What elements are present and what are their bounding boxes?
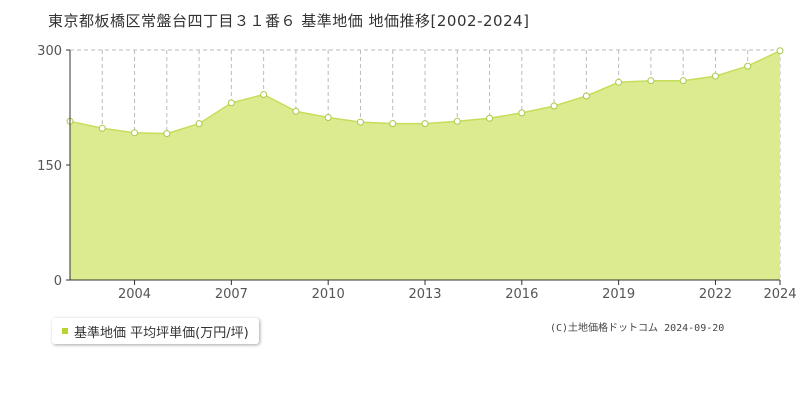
- y-tick-label: 0: [54, 274, 62, 289]
- x-tick-label: 2004: [118, 287, 151, 302]
- data-point: [389, 120, 397, 128]
- x-tick-label: 2016: [505, 287, 538, 302]
- data-point: [550, 102, 558, 110]
- legend-label: 基準地価 平均坪単価(万円/坪): [74, 325, 249, 341]
- legend: 基準地価 平均坪単価(万円/坪): [52, 318, 259, 344]
- x-tick-label: 2007: [215, 287, 248, 302]
- data-point: [582, 92, 590, 100]
- data-point: [486, 114, 494, 122]
- copyright: (C)土地価格ドットコム 2024-09-20: [550, 323, 725, 334]
- data-point: [292, 107, 300, 115]
- data-point: [356, 118, 364, 126]
- x-tick-label: 2013: [408, 287, 441, 302]
- data-point: [453, 117, 461, 125]
- x-tick-label: 2022: [699, 287, 732, 302]
- chart-title: 東京都板橋区常盤台四丁目３１番６ 基準地価 地価推移[2002-2024]: [48, 12, 530, 30]
- x-tick-label: 2010: [312, 287, 345, 302]
- data-point: [744, 62, 752, 70]
- data-point: [647, 77, 655, 85]
- data-point: [260, 90, 268, 98]
- x-tick-label: 2024: [763, 287, 796, 302]
- data-point: [131, 129, 139, 137]
- data-point: [227, 99, 235, 107]
- x-tick-label: 2019: [602, 287, 635, 302]
- data-point: [679, 77, 687, 85]
- data-point: [195, 120, 203, 128]
- axes: 0 150 300 2004 2007 2010 2013 2016 2019 2022 2024: [37, 44, 796, 302]
- data-point: [615, 78, 623, 86]
- data-point: [98, 124, 106, 132]
- series-area: [70, 50, 780, 280]
- data-point: [163, 130, 171, 138]
- y-tick-label: 150: [37, 159, 62, 174]
- legend-swatch: [62, 328, 68, 334]
- data-point: [776, 47, 784, 55]
- data-points: [66, 47, 784, 138]
- data-point: [711, 72, 719, 80]
- data-point: [324, 113, 332, 121]
- data-point: [518, 109, 526, 117]
- data-point: [421, 120, 429, 128]
- y-tick-label: 300: [37, 44, 62, 59]
